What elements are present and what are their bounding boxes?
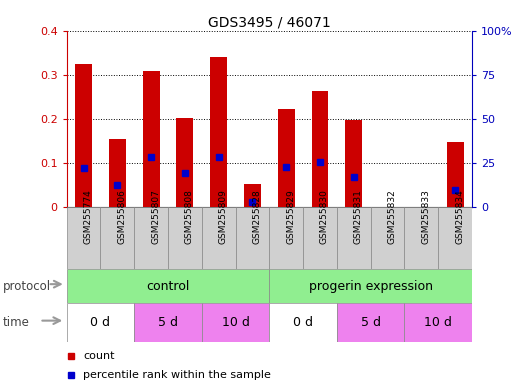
FancyBboxPatch shape <box>370 207 404 269</box>
Bar <box>210 57 227 207</box>
Title: GDS3495 / 46071: GDS3495 / 46071 <box>208 16 331 30</box>
FancyBboxPatch shape <box>303 207 337 269</box>
Text: GSM255774: GSM255774 <box>84 189 92 244</box>
Text: protocol: protocol <box>3 280 51 293</box>
Bar <box>143 71 160 207</box>
FancyBboxPatch shape <box>269 303 337 342</box>
Text: 5 d: 5 d <box>158 316 178 329</box>
Text: 5 d: 5 d <box>361 316 381 329</box>
Text: time: time <box>3 316 29 329</box>
Bar <box>278 109 294 207</box>
Bar <box>345 120 362 207</box>
FancyBboxPatch shape <box>404 303 472 342</box>
Text: 10 d: 10 d <box>424 316 452 329</box>
Text: 10 d: 10 d <box>222 316 249 329</box>
FancyBboxPatch shape <box>67 269 269 303</box>
FancyBboxPatch shape <box>438 207 472 269</box>
Text: percentile rank within the sample: percentile rank within the sample <box>83 370 271 380</box>
FancyBboxPatch shape <box>67 207 101 269</box>
FancyBboxPatch shape <box>404 207 438 269</box>
FancyBboxPatch shape <box>134 207 168 269</box>
Text: GSM255833: GSM255833 <box>421 189 430 244</box>
Text: progerin expression: progerin expression <box>309 280 432 293</box>
FancyBboxPatch shape <box>269 207 303 269</box>
Text: control: control <box>146 280 190 293</box>
Text: GSM255806: GSM255806 <box>117 189 126 244</box>
Bar <box>176 118 193 207</box>
Text: GSM255831: GSM255831 <box>354 189 363 244</box>
Text: GSM255807: GSM255807 <box>151 189 160 244</box>
Text: GSM255829: GSM255829 <box>286 189 295 244</box>
Text: GSM255834: GSM255834 <box>455 189 464 244</box>
Bar <box>447 142 464 207</box>
Bar <box>311 91 328 207</box>
Text: GSM255832: GSM255832 <box>387 189 397 244</box>
Text: 0 d: 0 d <box>90 316 110 329</box>
FancyBboxPatch shape <box>101 207 134 269</box>
Text: 0 d: 0 d <box>293 316 313 329</box>
FancyBboxPatch shape <box>202 303 269 342</box>
FancyBboxPatch shape <box>67 303 134 342</box>
Text: GSM255809: GSM255809 <box>219 189 228 244</box>
FancyBboxPatch shape <box>337 303 404 342</box>
Text: GSM255828: GSM255828 <box>252 189 262 244</box>
FancyBboxPatch shape <box>202 207 235 269</box>
Text: count: count <box>83 351 114 361</box>
FancyBboxPatch shape <box>337 207 370 269</box>
FancyBboxPatch shape <box>269 269 472 303</box>
Bar <box>244 184 261 207</box>
Text: GSM255808: GSM255808 <box>185 189 194 244</box>
FancyBboxPatch shape <box>235 207 269 269</box>
Bar <box>109 139 126 207</box>
Text: GSM255830: GSM255830 <box>320 189 329 244</box>
FancyBboxPatch shape <box>168 207 202 269</box>
FancyBboxPatch shape <box>134 303 202 342</box>
Bar <box>75 64 92 207</box>
